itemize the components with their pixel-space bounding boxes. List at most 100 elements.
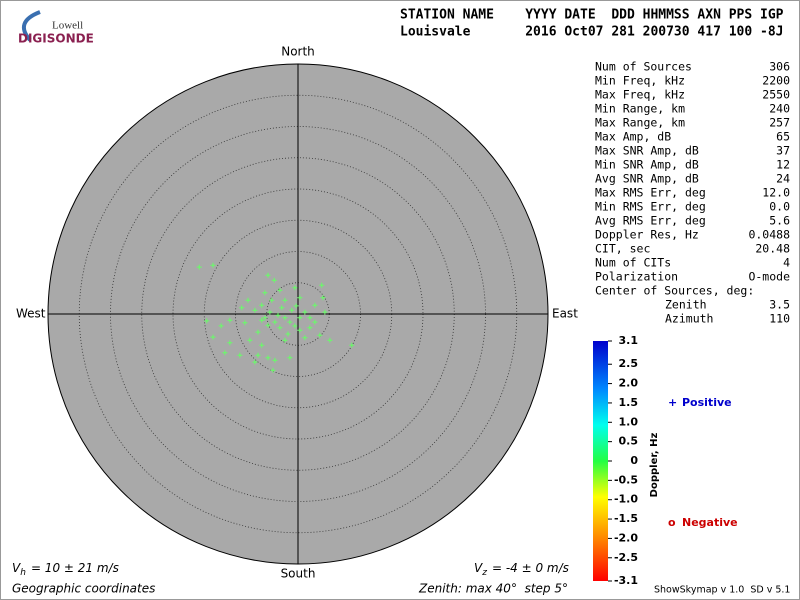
stat-label: Min RMS Err, deg: [595, 200, 706, 214]
colorbar-tick-label: -1.5: [614, 512, 638, 525]
colorbar-tick-label: 1.5: [619, 396, 639, 409]
vz-symbol: V: [474, 561, 483, 575]
logo-top: Lowell: [52, 20, 83, 32]
header-columns: STATION NAME YYYY DATE DDD HHMMSS AXN PP…: [400, 8, 784, 23]
stats-table: Num of Sources 306 Min Freq, kHz 2200 Max Fr…: [595, 60, 790, 326]
center-row-label: Azimuth: [665, 312, 713, 326]
vh-sub: h: [20, 568, 26, 578]
source-point: [255, 352, 261, 358]
coordinates: Geographic coordinates: [12, 582, 155, 596]
version: ShowSkymap v 1.0 SD v 5.1: [654, 585, 790, 596]
source-point: [302, 309, 308, 315]
legend-symbol: o: [668, 516, 676, 529]
legend-name: Negative: [682, 516, 738, 529]
colorbar-tick-label: 3.1: [619, 334, 639, 347]
stat-value: 2550: [762, 88, 790, 102]
source-point: [227, 317, 233, 323]
colorbar-tick-label: -0.5: [614, 473, 638, 486]
stat-label: Max Range, km: [595, 116, 685, 130]
stat-value: 24: [776, 172, 790, 186]
colorbar-tick-label: 1.0: [619, 415, 639, 428]
stat-label: Avg SNR Amp, dB: [595, 172, 699, 186]
source-point: [287, 355, 293, 361]
skymap: North South West East: [16, 45, 578, 581]
source-point: [210, 334, 216, 340]
stat-value: 37: [776, 144, 790, 158]
stat-value: O-mode: [748, 270, 790, 284]
stat-value: 2200: [762, 74, 790, 88]
source-point: [270, 367, 276, 373]
colorbar-tick-label: -2.5: [614, 551, 638, 564]
east-label: East: [552, 307, 578, 321]
stat-label: CIT, sec: [595, 242, 650, 256]
source-point: [252, 359, 258, 365]
stat-label: Max RMS Err, deg: [595, 186, 706, 200]
source-point: [267, 309, 273, 315]
vh-symbol: V: [12, 561, 21, 575]
source-point: [317, 332, 323, 338]
source-point: [320, 295, 326, 301]
stat-label: Num of CITs: [595, 256, 671, 270]
stat-value: 306: [769, 60, 790, 74]
stat-label: Avg RMS Err, deg: [595, 214, 706, 228]
source-point: [289, 307, 295, 313]
colorbar-tick-label: 2.5: [619, 357, 639, 370]
source-point: [259, 317, 265, 323]
source-point: [275, 312, 281, 318]
source-point: [239, 305, 245, 311]
source-point: [312, 319, 318, 325]
source-point: [293, 303, 299, 309]
source-point: [259, 302, 265, 308]
colorbar-tick-label: -2.0: [614, 531, 638, 544]
source-point: [237, 352, 243, 358]
source-point: [272, 357, 278, 363]
stat-label: Min SNR Amp, dB: [595, 158, 699, 172]
source-point: [322, 309, 328, 315]
colorbar-tick-label: -1.0: [614, 493, 638, 506]
colorbar-tick-label: 0: [630, 454, 638, 467]
source-point: [297, 315, 303, 321]
stat-label: Max SNR Amp, dB: [595, 144, 699, 158]
center-row-value: 110: [769, 312, 790, 326]
source-point: [227, 340, 233, 346]
source-point: [297, 327, 303, 333]
source-point: [319, 282, 325, 288]
source-point: [262, 290, 268, 296]
stat-value: 4: [783, 256, 790, 270]
source-point: [327, 337, 333, 343]
stat-label: Doppler Res, Hz: [595, 228, 699, 242]
south-label: South: [281, 567, 316, 581]
source-point: [282, 315, 288, 321]
stat-value: 0.0: [769, 200, 790, 214]
source-point: [279, 305, 285, 311]
source-point: [265, 355, 271, 361]
header-values: Louisvale 2016 Oct07 281 200730 417 100 …: [400, 25, 784, 40]
center-label: Center of Sources, deg:: [595, 284, 754, 298]
center-row-label: Zenith: [665, 298, 707, 312]
source-point: [287, 319, 293, 325]
stat-value: 240: [769, 102, 790, 116]
source-point: [302, 335, 308, 341]
colorbar-gradient: [593, 341, 608, 581]
source-point: [269, 297, 275, 303]
source-point: [222, 350, 228, 356]
source-point: [297, 295, 303, 301]
logo: Lowell DIGISONDE: [18, 10, 94, 46]
stat-label: Num of Sources: [595, 60, 692, 74]
stat-label: Min Freq, kHz: [595, 74, 685, 88]
source-point: [262, 315, 268, 321]
source-point: [242, 320, 248, 326]
source-point: [285, 331, 291, 337]
stat-label: Polarization: [595, 270, 678, 284]
logo-bottom: DIGISONDE: [18, 32, 94, 46]
colorbar-tick-label: -3.1: [614, 574, 638, 587]
vh-text: = 10 ± 21 m/s: [31, 561, 119, 575]
stat-label: Max Amp, dB: [595, 130, 671, 144]
source-point: [252, 307, 258, 313]
source-point: [259, 342, 265, 348]
legend-name: Positive: [682, 396, 732, 409]
source-point: [271, 277, 277, 283]
vz-text: = -4 ± 0 m/s: [492, 561, 569, 575]
source-point: [277, 325, 283, 331]
